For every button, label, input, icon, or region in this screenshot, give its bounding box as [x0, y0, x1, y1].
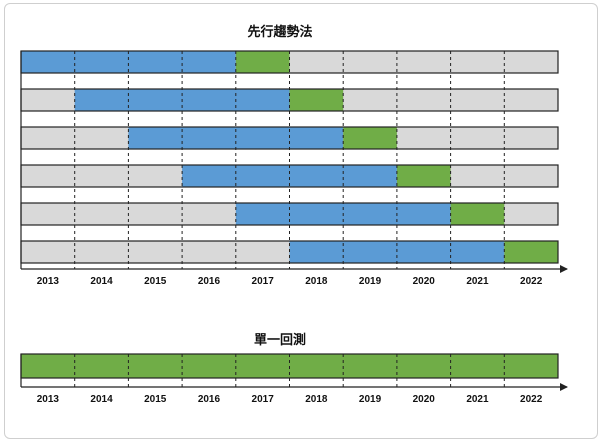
year-tick-label: 2013 [37, 394, 60, 405]
year-tick-label: 2013 [37, 276, 60, 287]
walk-forward-chart: 2013 2014 2015 2016 2017 2018 2019 2020 2021 2022 [20, 50, 568, 287]
backtest-diagram: 先行趨勢法 2013 2014 2015 2016 2017 2018 2019 2020 20… [20, 24, 568, 405]
testing-period-bar [289, 89, 344, 111]
year-tick-label: 2017 [252, 394, 275, 405]
year-tick-label: 2021 [466, 276, 489, 287]
year-tick-label: 2017 [252, 276, 275, 287]
single-backtest-chart: 2013 2014 2015 2016 2017 2018 2019 2020 2021 2022 [20, 353, 568, 405]
year-tick-label: 2014 [90, 276, 113, 287]
walk-forward-title: 先行趨勢法 [247, 24, 312, 39]
year-tick-label: 2015 [144, 276, 167, 287]
year-tick-label: 2019 [359, 394, 382, 405]
testing-period-bar [396, 165, 451, 187]
training-period-bar [182, 165, 397, 187]
testing-period-bar [450, 203, 505, 225]
testing-period-bar [343, 127, 397, 149]
walk-forward-row [20, 164, 559, 188]
year-tick-label: 2015 [144, 394, 167, 405]
year-tick-label: 2021 [466, 394, 489, 405]
year-tick-label: 2018 [305, 276, 328, 287]
year-tick-label: 2020 [413, 394, 436, 405]
year-tick-label: 2016 [198, 276, 221, 287]
year-tick-label: 2020 [413, 276, 436, 287]
testing-period-bar [504, 241, 558, 263]
year-tick-label: 2019 [359, 276, 382, 287]
diagram-page: 先行趨勢法 2013 2014 2015 2016 2017 2018 2019 2020 20… [4, 3, 598, 439]
testing-period-bar [235, 51, 290, 73]
training-period-bar [21, 51, 236, 73]
year-tick-label: 2014 [90, 394, 113, 405]
year-tick-label: 2022 [520, 394, 543, 405]
year-tick-label: 2018 [305, 394, 328, 405]
year-tick-label: 2016 [198, 394, 221, 405]
single-backtest-title: 單一回測 [254, 332, 306, 347]
year-tick-label: 2022 [520, 276, 543, 287]
